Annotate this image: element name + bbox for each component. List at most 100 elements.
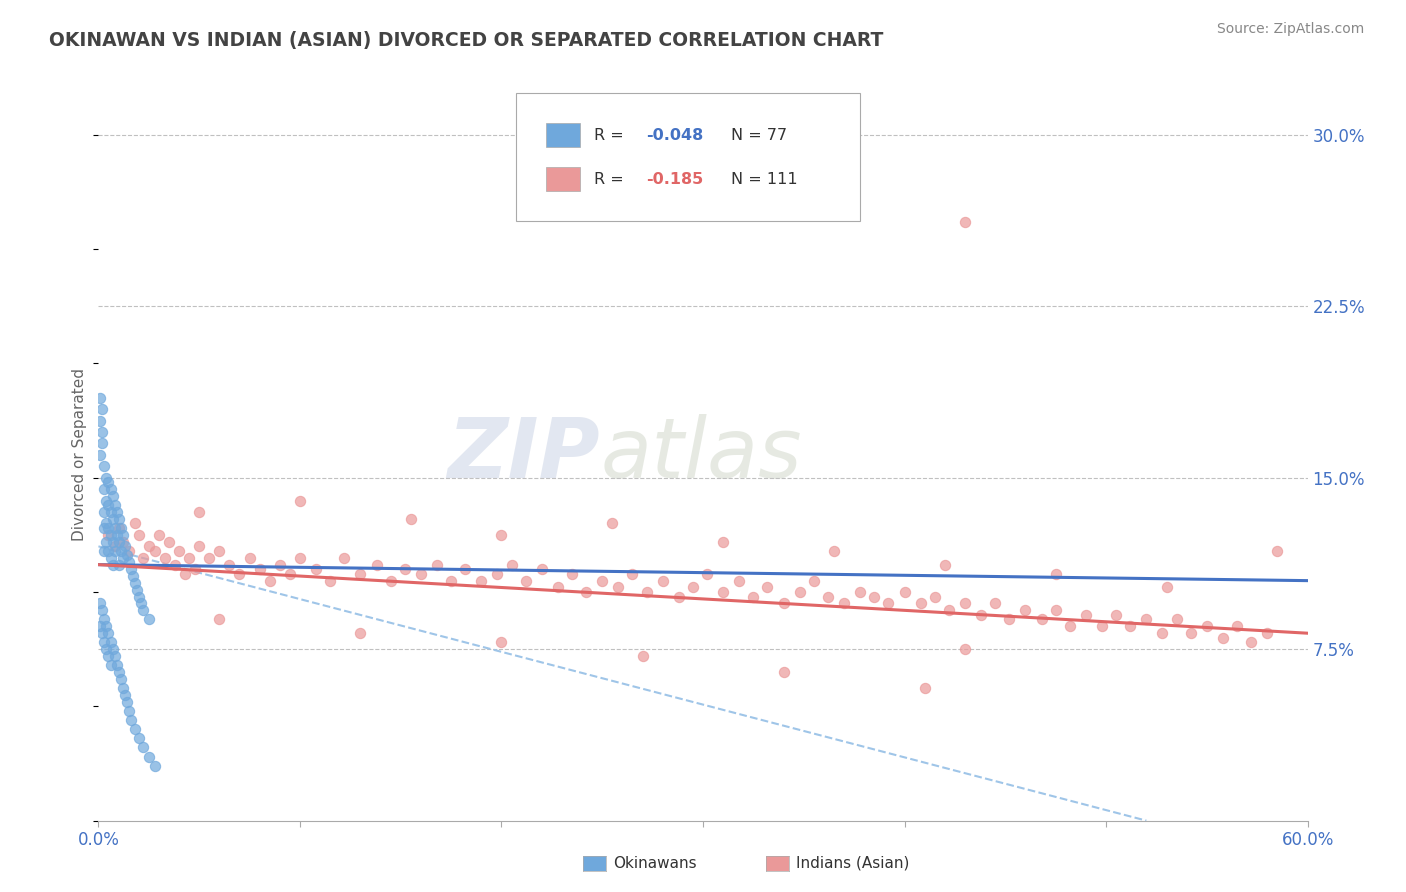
Point [103, 649, 125, 664]
Point [100, 658, 122, 673]
Point [1135, 613, 1157, 627]
Point [111, 681, 134, 695]
Text: OKINAWAN VS INDIAN (ASIAN) DIVORCED OR SEPARATED CORRELATION CHART: OKINAWAN VS INDIAN (ASIAN) DIVORCED OR S… [49, 31, 883, 50]
Point [380, 574, 402, 588]
Point [128, 731, 150, 746]
Point [288, 550, 311, 565]
Point [711, 585, 734, 599]
Point [863, 590, 886, 604]
Point [157, 534, 180, 549]
Point [120, 713, 142, 727]
Y-axis label: Divorced or Separated: Divorced or Separated [72, 368, 87, 541]
Point [249, 562, 271, 576]
Text: N = 77: N = 77 [731, 128, 787, 143]
Point [501, 558, 523, 572]
Point [682, 581, 704, 595]
Point [228, 566, 250, 581]
Point [179, 550, 201, 565]
Point [100, 482, 122, 496]
Point [143, 758, 166, 772]
Point [132, 603, 155, 617]
Point [953, 215, 976, 229]
Point [998, 613, 1021, 627]
Point [188, 539, 211, 553]
Point [970, 607, 993, 622]
Point [696, 566, 718, 581]
Point [107, 534, 129, 549]
Point [103, 498, 125, 512]
Point [728, 574, 751, 588]
Point [470, 574, 492, 588]
Point [914, 681, 936, 695]
Point [97, 475, 120, 490]
Point [621, 566, 644, 581]
Text: ZIP: ZIP [447, 415, 600, 495]
Point [120, 562, 142, 576]
Point [110, 672, 132, 686]
Point [491, 528, 513, 542]
Point [174, 566, 197, 581]
Point [789, 585, 811, 599]
Point [115, 549, 138, 563]
Point [97, 544, 120, 558]
Point [208, 613, 231, 627]
Point [91, 402, 114, 417]
Text: R =: R = [595, 171, 628, 186]
Point [118, 555, 141, 569]
Text: N = 111: N = 111 [731, 171, 797, 186]
Point [101, 558, 124, 572]
Point [515, 574, 537, 588]
Point [333, 550, 356, 565]
Point [103, 544, 125, 558]
Point [96, 534, 118, 549]
Point [394, 562, 416, 576]
Point [832, 597, 855, 611]
Point [96, 619, 118, 633]
Point [934, 558, 956, 572]
Point [440, 574, 463, 588]
Point [118, 704, 141, 718]
Text: Source: ZipAtlas.com: Source: ZipAtlas.com [1216, 22, 1364, 37]
Point [97, 626, 120, 640]
Point [110, 544, 132, 558]
Point [129, 597, 152, 611]
Point [454, 562, 477, 576]
FancyBboxPatch shape [546, 167, 579, 191]
Point [1240, 635, 1263, 649]
Point [93, 544, 115, 558]
Point [188, 505, 211, 519]
Point [111, 550, 134, 565]
Point [89, 414, 111, 428]
Point [547, 581, 569, 595]
Text: atlas: atlas [600, 415, 801, 495]
Point [167, 544, 190, 558]
Point [602, 516, 624, 531]
Point [803, 574, 825, 588]
Point [607, 581, 630, 595]
Point [96, 493, 118, 508]
Point [114, 688, 136, 702]
Point [115, 695, 138, 709]
Point [366, 558, 388, 572]
Point [1105, 607, 1128, 622]
Text: -0.185: -0.185 [647, 171, 703, 186]
Point [772, 665, 794, 679]
Point [1045, 603, 1067, 617]
Text: -0.048: -0.048 [647, 128, 703, 143]
Point [93, 521, 115, 535]
Point [1045, 566, 1067, 581]
Point [184, 562, 207, 576]
Point [91, 436, 114, 450]
Point [128, 590, 150, 604]
Point [100, 528, 122, 542]
Point [349, 566, 371, 581]
Point [288, 493, 311, 508]
Point [101, 642, 124, 657]
Point [1074, 607, 1097, 622]
Point [110, 521, 132, 535]
Point [163, 558, 186, 572]
Point [89, 597, 111, 611]
Point [1031, 613, 1053, 627]
Point [101, 489, 124, 503]
Point [1152, 626, 1174, 640]
